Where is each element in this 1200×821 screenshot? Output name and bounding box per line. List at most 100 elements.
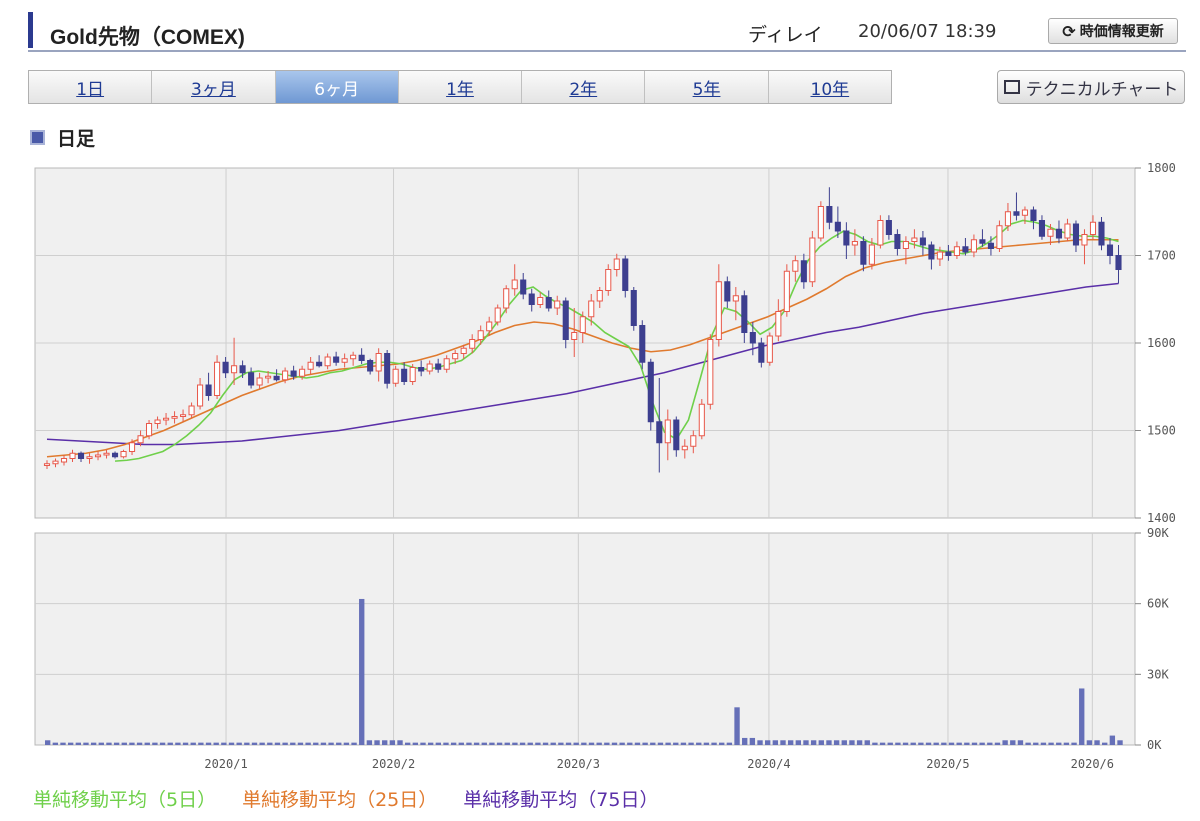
volume-bar bbox=[435, 742, 441, 745]
volume-bar bbox=[902, 742, 909, 745]
volume-bar bbox=[979, 742, 985, 745]
candle-body bbox=[188, 405, 195, 416]
volume-bar bbox=[182, 742, 189, 745]
header-accent bbox=[28, 12, 33, 48]
volume-bar bbox=[1048, 742, 1054, 745]
tab-6m[interactable]: 6ヶ月 bbox=[275, 71, 399, 103]
volume-bar bbox=[305, 742, 311, 745]
timestamp: 20/06/07 18:39 bbox=[858, 21, 997, 42]
tab-10y[interactable]: 10年 bbox=[768, 71, 891, 103]
volume-bar bbox=[481, 742, 487, 745]
candle-body bbox=[724, 281, 731, 302]
tab-1y[interactable]: 1年 bbox=[398, 71, 523, 103]
candle-body bbox=[1115, 255, 1122, 270]
candle-body bbox=[1004, 211, 1011, 227]
candle-body bbox=[554, 300, 561, 309]
volume-bar bbox=[519, 742, 526, 745]
candle-body bbox=[894, 234, 901, 249]
candle-body bbox=[596, 290, 603, 302]
candle-body bbox=[486, 321, 493, 332]
header-bar: Gold先物（COMEX) ディレイ 20/06/07 18:39 ⟳ 時価情報… bbox=[28, 12, 1186, 52]
volume-bar bbox=[803, 740, 809, 745]
volume-bar bbox=[251, 742, 258, 745]
volume-bar bbox=[964, 742, 970, 745]
volume-bar bbox=[274, 742, 281, 745]
volume-bar bbox=[879, 742, 886, 745]
candle-body bbox=[749, 332, 756, 344]
candle-body bbox=[469, 339, 476, 349]
candle-body bbox=[435, 363, 442, 370]
page-title: Gold先物（COMEX) bbox=[50, 26, 245, 49]
volume-bar bbox=[175, 742, 181, 745]
volume-bar bbox=[313, 742, 319, 745]
volume-bar bbox=[872, 742, 878, 745]
volume-tick-label: 0K bbox=[1147, 738, 1162, 752]
volume-bar bbox=[719, 742, 725, 745]
candle-body bbox=[996, 225, 1003, 249]
candle-body bbox=[1013, 211, 1020, 216]
technical-chart-label: テクニカルチャート bbox=[1025, 79, 1179, 100]
candle-body bbox=[384, 353, 391, 384]
volume-bar bbox=[496, 742, 503, 745]
refresh-icon: ⟳ bbox=[1062, 21, 1076, 41]
price-tick-label: 1600 bbox=[1147, 336, 1176, 350]
candle-body bbox=[1081, 234, 1088, 246]
candle-body bbox=[1047, 228, 1054, 237]
volume-bar bbox=[466, 742, 472, 745]
volume-bar bbox=[213, 742, 219, 745]
candle-body bbox=[358, 354, 365, 361]
volume-bar bbox=[749, 737, 756, 745]
candle-body bbox=[273, 375, 280, 381]
candle-body bbox=[979, 239, 986, 244]
volume-bar bbox=[849, 740, 855, 745]
volume-bar bbox=[75, 742, 81, 745]
candle-body bbox=[214, 361, 221, 396]
refresh-button[interactable]: ⟳ 時価情報更新 bbox=[1048, 18, 1178, 44]
tab-2y[interactable]: 2年 bbox=[522, 71, 646, 103]
volume-bar bbox=[113, 742, 120, 745]
candle-body bbox=[715, 281, 722, 340]
candle-body bbox=[851, 241, 858, 246]
candle-body bbox=[111, 452, 119, 458]
volume-bar bbox=[427, 742, 434, 745]
candle-body bbox=[341, 358, 348, 363]
section-heading-label: 日足 bbox=[57, 128, 96, 150]
tab-5y[interactable]: 5年 bbox=[645, 71, 769, 103]
candle-body bbox=[477, 330, 484, 340]
candle-body bbox=[307, 361, 314, 370]
candle-body bbox=[1038, 220, 1046, 237]
tab-3m[interactable]: 3ヶ月 bbox=[152, 71, 276, 103]
candle-body bbox=[1072, 223, 1080, 246]
volume-bar bbox=[359, 598, 365, 745]
volume-bar bbox=[450, 742, 457, 745]
volume-bar bbox=[374, 740, 380, 745]
volume-bar bbox=[106, 742, 112, 745]
candle-body bbox=[520, 279, 527, 295]
tab-1d[interactable]: 1日 bbox=[29, 71, 153, 103]
candle-body bbox=[843, 230, 850, 246]
candle-body bbox=[1030, 209, 1037, 221]
volume-bar bbox=[742, 737, 748, 745]
volume-bar bbox=[236, 742, 242, 745]
volume-bar bbox=[588, 742, 595, 745]
candle-body bbox=[792, 260, 799, 272]
price-tick-label: 1500 bbox=[1147, 424, 1176, 438]
ma75-line bbox=[46, 282, 1119, 446]
volume-bar bbox=[895, 742, 901, 745]
candle-body bbox=[86, 456, 93, 459]
candle-body bbox=[698, 403, 705, 437]
candle-body bbox=[163, 417, 170, 421]
candle-body bbox=[987, 242, 994, 249]
volume-bar bbox=[228, 742, 235, 745]
candle-body bbox=[775, 311, 782, 337]
candle-body bbox=[205, 384, 212, 396]
volume-bar bbox=[688, 742, 694, 745]
candle-body bbox=[741, 295, 748, 333]
volume-bar bbox=[596, 742, 602, 745]
candle-body bbox=[367, 360, 374, 372]
candle-body bbox=[494, 307, 501, 323]
technical-chart-button[interactable]: テクニカルチャート bbox=[997, 70, 1185, 104]
volume-bar bbox=[864, 740, 870, 745]
volume-bar bbox=[581, 742, 587, 745]
